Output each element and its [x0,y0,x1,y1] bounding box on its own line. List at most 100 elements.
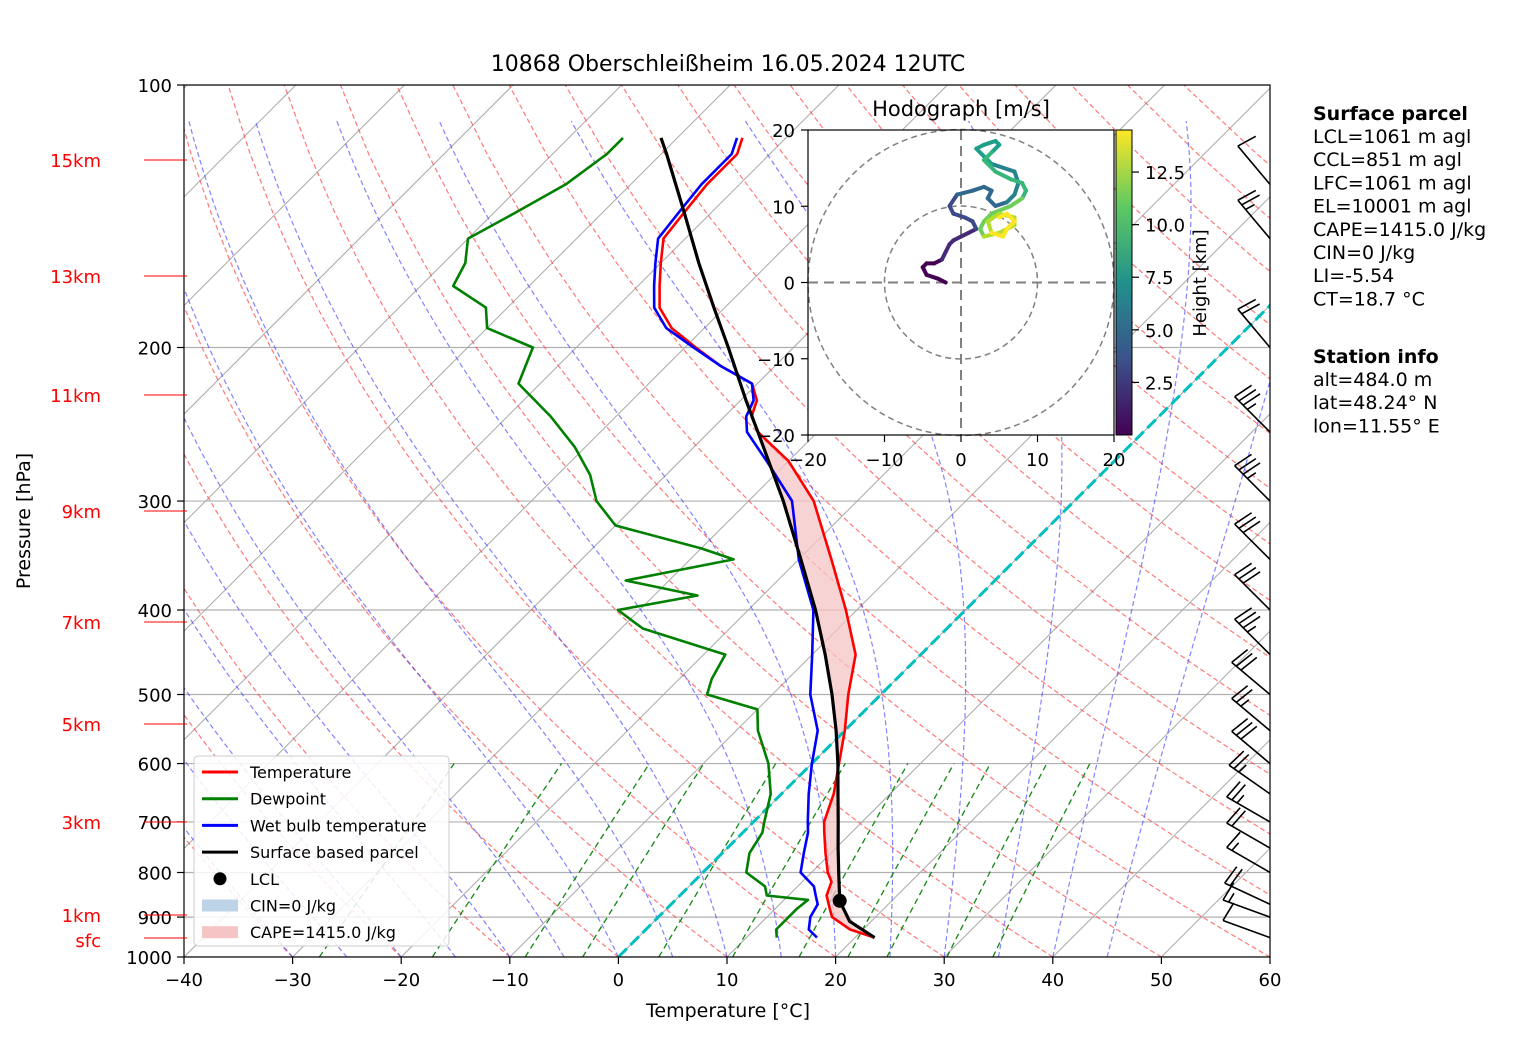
legend-cin: CIN=0 J/kg [202,897,336,916]
y-tick-label: 600 [138,755,172,776]
hodograph-segment [993,200,1009,208]
dry-adiabat [396,85,1270,957]
hodograph-segment [970,184,986,193]
legend-label: Surface based parcel [250,843,419,862]
x-tick-label: 40 [1041,970,1064,991]
station-info-line: lon=11.55° E [1313,415,1440,437]
wind-barb [1222,882,1271,918]
legend-label: Wet bulb temperature [250,816,427,835]
legend-box [193,755,450,947]
height-label: 3km [62,813,101,834]
wind-barb-flag [1234,512,1253,525]
isotherm-line [184,85,514,415]
isotherm-line [184,85,731,632]
wind-barb-flag [1234,384,1253,398]
wind-barb [1234,607,1271,656]
surface-parcel-line: LI=-5.54 [1313,265,1394,287]
isotherm-line [943,630,1270,957]
wind-barb-flag [1235,652,1253,667]
x-axis-label: Temperature [°C] [645,1000,810,1022]
mixing-ratio-line [732,763,846,957]
wind-barb-flag [1242,571,1261,584]
mixing-ratio-line [946,763,1048,957]
hodograph-segment [951,211,967,220]
wind-barb-staff [1237,308,1271,349]
wind-barb-half-flag [1246,625,1257,633]
hodograph-y-tick-label: 10 [772,197,795,218]
wind-barb [1231,648,1271,696]
wind-barb [1237,298,1271,349]
wind-barb-flag [1237,135,1257,147]
wind-barb-flag [1241,194,1260,206]
wind-barb-half-flag [1227,892,1235,903]
dry-adiabat [184,126,836,957]
wind-barb-half-flag [1238,764,1247,773]
legend-label: LCL [250,870,279,889]
wind-barb-flag [1224,866,1238,884]
dry-adiabat [452,85,1270,896]
hodograph-segment [981,138,998,147]
wind-barb-flag [1228,750,1245,766]
surface-parcel-title: Surface parcel [1313,103,1468,125]
wind-barb [1234,562,1271,611]
y-tick-label: 100 [138,76,172,97]
x-tick-label: 30 [933,970,956,991]
mixing-ratio-line [431,763,563,957]
mixing-ratio-line [886,763,991,957]
moist-adiabat [254,120,728,957]
legend-lcl: LCL [213,870,279,889]
legend-wet-bulb: Wet bulb temperature [202,816,427,835]
wind-barb-staff [1234,396,1271,433]
wind-barb-flag [1233,753,1250,770]
wind-barb [1226,831,1271,874]
wind-barb-flag [1238,457,1257,471]
wind-barb-flag [1235,688,1253,703]
hodograph-segment [955,188,975,197]
legend-swatch [213,872,227,886]
height-label: 9km [62,502,101,523]
isotherm-line [835,521,1270,957]
mixing-ratio-line [847,763,955,957]
height-label: 11km [50,386,101,407]
x-tick-label: 50 [1150,970,1173,991]
colorbar-tick-label: 2.5 [1145,373,1174,394]
cape-area [746,400,875,938]
mixing-ratio-line [524,763,650,957]
moist-adiabat [184,608,456,957]
wind-barb [1231,685,1271,732]
dry-adiabat [184,452,619,957]
wind-barb-flag [1242,462,1261,475]
wind-barb-staff [1226,822,1271,849]
y-tick-label: 900 [138,908,172,929]
colorbar-tick-label: 7.5 [1145,268,1174,289]
hodograph-segment [997,211,1009,220]
wind-barb [1237,189,1271,240]
isotherm-line [184,85,622,524]
moist-adiabat [438,120,837,957]
wind-barb-flag [1238,388,1257,402]
height-label: 13km [50,267,101,288]
wind-barb-flag [1237,189,1257,201]
wind-barb-half-flag [1245,203,1255,211]
x-tick-label: −10 [491,970,529,991]
wind-barb [1231,718,1271,765]
wind-barb-flag [1240,725,1258,740]
isotherm-line [726,413,1270,957]
y-tick-label: 800 [138,863,172,884]
hodograph-segment [981,158,998,174]
legend-temperature: Temperature [202,763,351,782]
hodograph-segment [989,204,1013,216]
hodograph-x-tick-label: 0 [955,450,966,471]
wind-barb [1234,512,1271,560]
isotherm-line [1052,739,1270,957]
surface-parcel-line: CT=18.7 °C [1313,288,1425,310]
legend-dewpoint: Dewpoint [202,790,326,809]
wind-barb-staff [1226,796,1271,823]
moist-adiabat [1052,121,1192,957]
wind-barb-flag [1229,868,1243,887]
wind-barb [1234,453,1271,502]
wind-barb-flag [1222,902,1235,921]
chart-title: 10868 Oberschleißheim 16.05.2024 12UTC [491,52,966,77]
hodograph-y-tick-label: −20 [757,426,795,447]
